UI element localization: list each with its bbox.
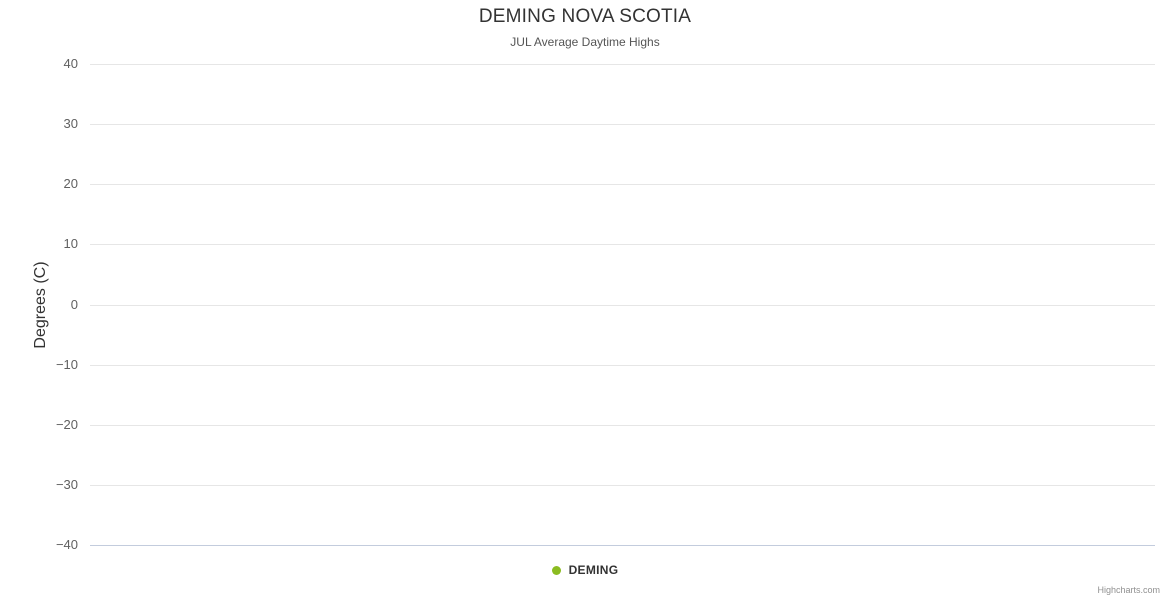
gridline [90,124,1155,125]
gridline [90,64,1155,65]
gridline [90,545,1155,546]
y-axis-tick-label: −40 [55,537,78,552]
gridline [90,425,1155,426]
highcharts-credits-link[interactable]: Highcharts.com [1097,585,1160,595]
chart-legend: DEMING [0,563,1170,577]
y-axis-tick-label: 10 [63,236,78,251]
gridline [90,485,1155,486]
gridline [90,305,1155,306]
y-axis-tick-label: 30 [63,116,78,131]
gridline [90,244,1155,245]
legend-marker-icon [551,565,561,575]
y-axis-tick-labels: 40 30 20 10 0 −10 −20 −30 −40 [0,57,78,552]
y-axis-tick-label: −20 [55,417,78,432]
legend-item-label: DEMING [568,563,619,577]
plot-area [90,64,1155,546]
y-axis-tick-label: 20 [63,176,78,191]
chart-title: DEMING NOVA SCOTIA [478,6,692,27]
y-axis-tick-label: 40 [63,56,78,71]
legend-item-deming[interactable]: DEMING [551,563,619,577]
chart-subtitle: JUL Average Daytime Highs [510,35,660,49]
y-axis-tick-label: −10 [55,357,78,372]
y-axis-tick-label: 0 [70,297,78,312]
y-axis-tick-label: −30 [55,477,78,492]
gridline [90,365,1155,366]
gridline [90,184,1155,185]
